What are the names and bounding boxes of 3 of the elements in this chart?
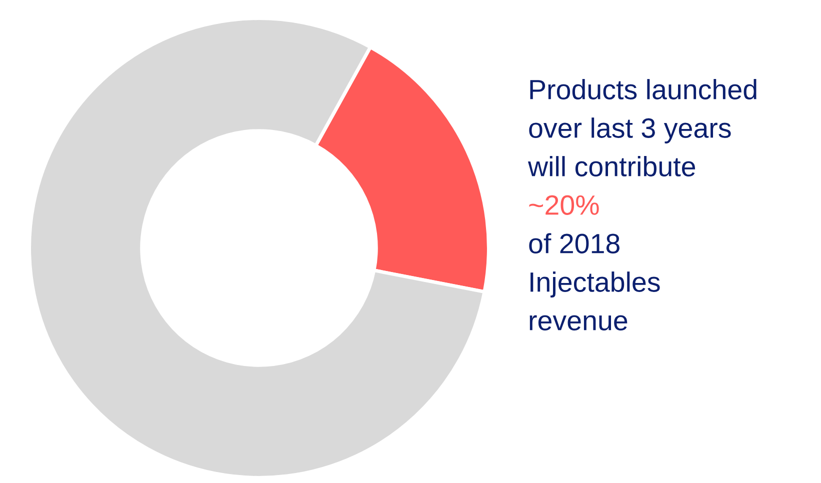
- text: Products launched over last 3 years will contribute: [528, 79, 756, 176]
- data-label: ~20%: [529, 195, 599, 215]
- text: of 2018 Injectables revenue: [529, 233, 660, 330]
